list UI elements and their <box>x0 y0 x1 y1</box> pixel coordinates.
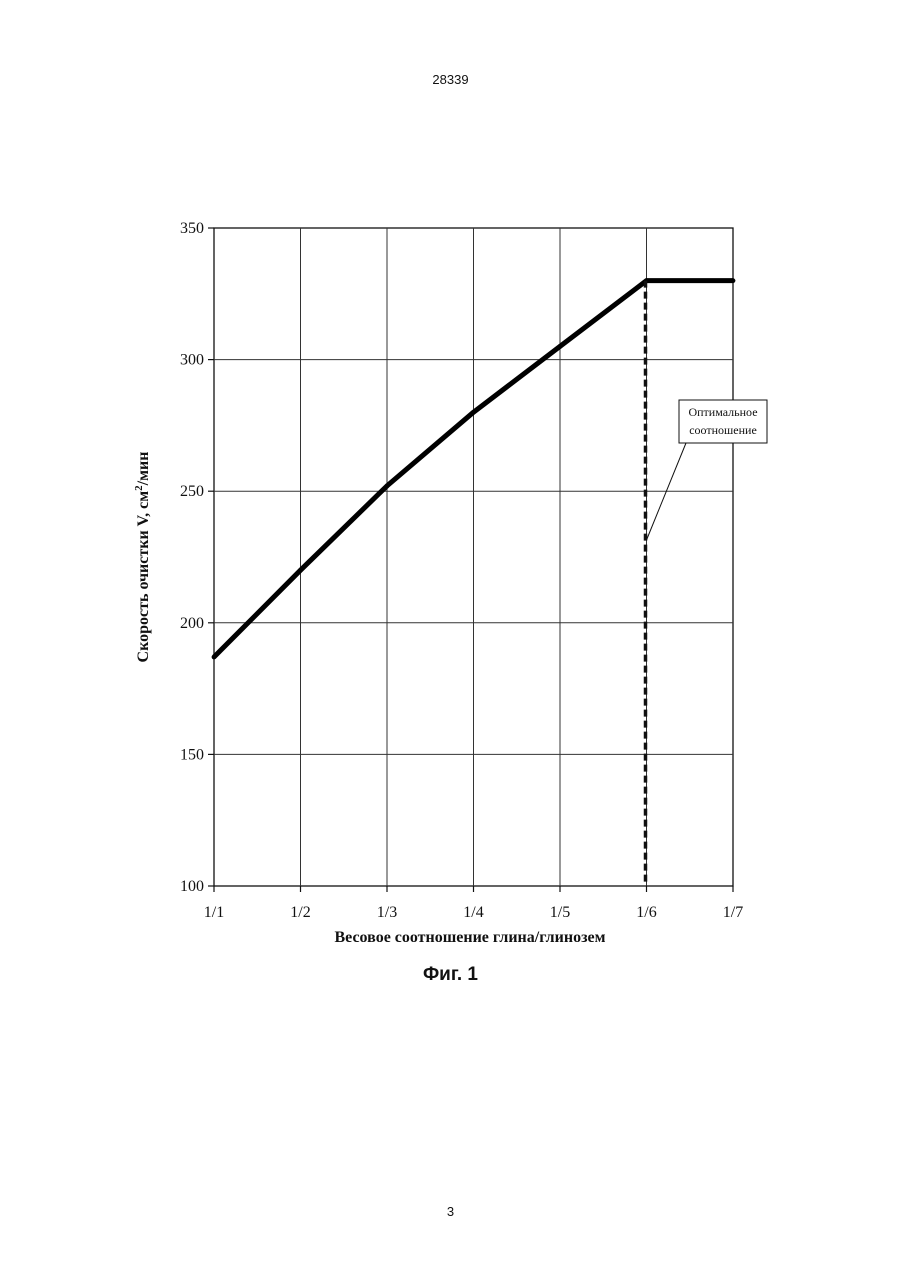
data-point <box>731 278 736 283</box>
y-tick-label: 300 <box>180 352 204 369</box>
x-tick-label: 1/7 <box>723 904 743 921</box>
x-tick-label: 1/3 <box>377 904 397 921</box>
y-axis-title-unit: /мин <box>135 452 152 487</box>
y-axis-title-main: Скорость очистки V, см <box>135 491 152 663</box>
x-axis-ticks: 1/1 1/2 1/3 1/4 1/5 1/6 1/7 <box>204 886 743 921</box>
page-number: 3 <box>0 1204 901 1219</box>
x-tick-label: 1/4 <box>463 904 483 921</box>
data-point <box>558 344 563 349</box>
annotation-label-line2: соотношение <box>689 423 757 437</box>
y-tick-label: 200 <box>180 615 204 632</box>
y-tick-label: 250 <box>180 483 204 500</box>
figure-caption: Фиг. 1 <box>0 964 901 986</box>
x-axis-title: Весовое соотношение глина/глинозем <box>334 929 605 946</box>
y-axis-ticks: 100 150 200 250 300 350 <box>180 220 214 895</box>
x-tick-label: 1/6 <box>636 904 656 921</box>
annotation-label-line1: Оптимальное <box>688 405 757 419</box>
y-tick-label: 350 <box>180 220 204 237</box>
data-point <box>471 410 476 415</box>
data-point <box>298 568 303 573</box>
chart-grid <box>214 228 733 886</box>
x-tick-label: 1/1 <box>204 904 224 921</box>
data-point <box>212 655 217 660</box>
optimum-marker: Оптимальное соотношение <box>646 281 768 886</box>
x-tick-label: 1/5 <box>550 904 570 921</box>
data-point <box>385 484 390 489</box>
y-axis-title: Скорость очистки V, см2/мин <box>133 452 152 663</box>
y-tick-label: 150 <box>180 746 204 763</box>
y-tick-label: 100 <box>180 878 204 895</box>
x-tick-label: 1/2 <box>290 904 310 921</box>
